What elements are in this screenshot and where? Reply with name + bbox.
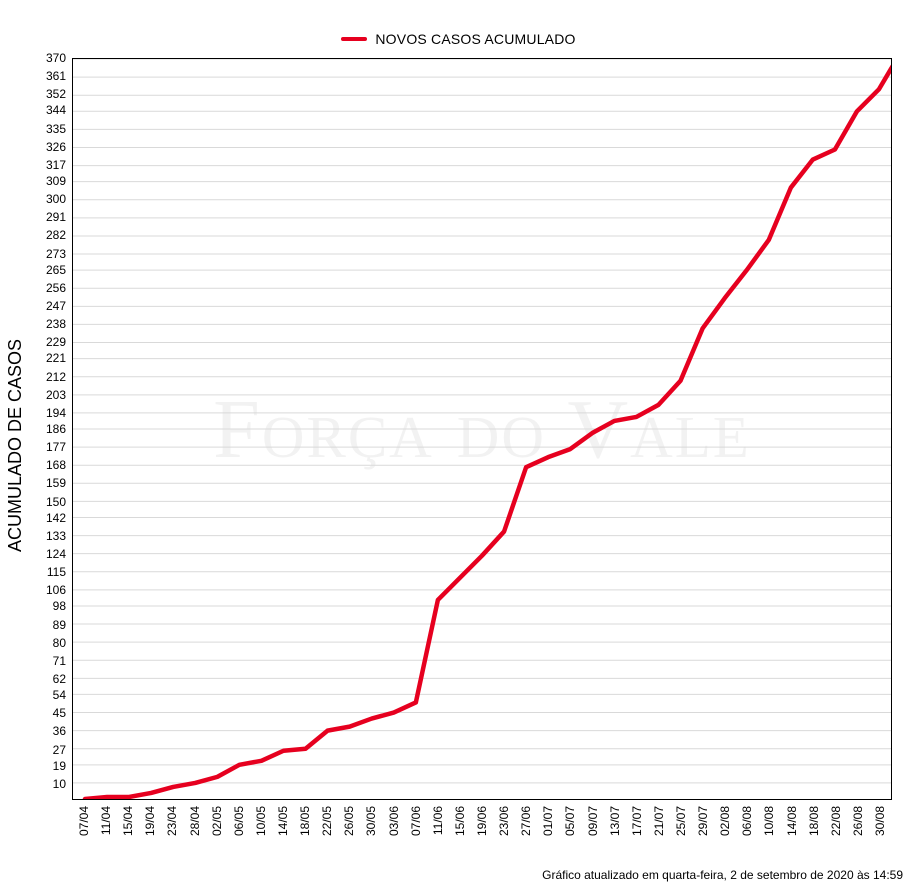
plot-area: Força do Vale — [72, 58, 892, 800]
y-tick-label: 19 — [30, 760, 66, 772]
y-tick-label: 326 — [30, 141, 66, 153]
y-tick-label: 186 — [30, 423, 66, 435]
x-tick-label: 26/08 — [852, 806, 864, 836]
x-tick-label: 07/06 — [410, 806, 422, 836]
x-tick-label: 21/07 — [653, 806, 665, 836]
y-tick-label: 177 — [30, 441, 66, 453]
y-tick-label: 335 — [30, 123, 66, 135]
x-tick-label: 28/04 — [189, 806, 201, 836]
y-tick-label: 150 — [30, 496, 66, 508]
y-tick-label: 344 — [30, 104, 66, 116]
y-tick-label: 142 — [30, 512, 66, 524]
x-tick-label: 10/05 — [255, 806, 267, 836]
y-tick-label: 27 — [30, 744, 66, 756]
x-tick-label: 30/05 — [365, 806, 377, 836]
legend-swatch — [341, 37, 367, 41]
y-tick-label: 62 — [30, 673, 66, 685]
y-tick-label: 194 — [30, 407, 66, 419]
y-tick-label: 71 — [30, 655, 66, 667]
y-tick-label: 317 — [30, 159, 66, 171]
x-tick-label: 06/05 — [233, 806, 245, 836]
y-tick-label: 282 — [30, 229, 66, 241]
y-tick-label: 309 — [30, 175, 66, 187]
y-tick-label: 98 — [30, 600, 66, 612]
y-tick-label: 89 — [30, 619, 66, 631]
x-tick-label: 03/06 — [388, 806, 400, 836]
plot-svg — [73, 59, 891, 799]
y-tick-label: 159 — [30, 477, 66, 489]
legend-item: NOVOS CASOS ACUMULADO — [341, 31, 575, 47]
y-tick-label: 212 — [30, 371, 66, 383]
x-tick-label: 23/06 — [498, 806, 510, 836]
x-tick-label: 19/06 — [476, 806, 488, 836]
chart-container: NOVOS CASOS ACUMULADO ACUMULADO DE CASOS… — [0, 0, 917, 890]
y-axis-labels: 10 19 27 36 45 54 62 71 80 89 98 106 115 124 133 142 150… — [30, 58, 66, 800]
y-tick-label: 291 — [30, 211, 66, 223]
x-tick-label: 01/07 — [542, 806, 554, 836]
x-tick-label: 29/07 — [697, 806, 709, 836]
y-tick-label: 45 — [30, 707, 66, 719]
x-tick-label: 13/07 — [609, 806, 621, 836]
y-tick-label: 370 — [30, 52, 66, 64]
x-tick-label: 02/08 — [719, 806, 731, 836]
y-axis-title: ACUMULADO DE CASOS — [4, 0, 28, 890]
x-tick-label: 14/08 — [786, 806, 798, 836]
y-tick-label: 133 — [30, 530, 66, 542]
x-tick-label: 09/07 — [587, 806, 599, 836]
y-tick-label: 300 — [30, 193, 66, 205]
y-tick-label: 221 — [30, 352, 66, 364]
y-tick-label: 10 — [30, 778, 66, 790]
y-tick-label: 124 — [30, 548, 66, 560]
y-tick-label: 80 — [30, 637, 66, 649]
x-axis-labels: 07/04 11/04 15/04 19/04 23/04 28/04 02/05 06/05… — [72, 806, 892, 866]
x-tick-label: 19/04 — [144, 806, 156, 836]
x-tick-label: 25/07 — [675, 806, 687, 836]
y-tick-label: 115 — [30, 566, 66, 578]
y-axis-title-text: ACUMULADO DE CASOS — [6, 338, 27, 551]
y-tick-label: 229 — [30, 336, 66, 348]
y-tick-label: 265 — [30, 264, 66, 276]
x-tick-label: 30/08 — [874, 806, 886, 836]
y-tick-label: 352 — [30, 88, 66, 100]
x-tick-label: 27/06 — [520, 806, 532, 836]
x-tick-label: 07/04 — [78, 806, 90, 836]
x-tick-label: 06/08 — [741, 806, 753, 836]
x-tick-label: 23/04 — [166, 806, 178, 836]
legend-label: NOVOS CASOS ACUMULADO — [375, 31, 575, 47]
footer-caption: Gráfico atualizado em quarta-feira, 2 de… — [542, 868, 903, 882]
x-tick-label: 11/04 — [100, 806, 112, 835]
y-tick-label: 106 — [30, 584, 66, 596]
x-tick-label: 02/05 — [211, 806, 223, 836]
x-tick-label: 22/05 — [321, 806, 333, 836]
x-tick-label: 15/06 — [454, 806, 466, 836]
x-tick-label: 15/04 — [122, 806, 134, 836]
y-tick-label: 247 — [30, 300, 66, 312]
y-tick-label: 36 — [30, 725, 66, 737]
x-tick-label: 26/05 — [343, 806, 355, 836]
x-tick-label: 22/08 — [830, 806, 842, 836]
y-tick-label: 256 — [30, 282, 66, 294]
y-tick-label: 238 — [30, 318, 66, 330]
x-tick-label: 10/08 — [763, 806, 775, 836]
x-tick-label: 17/07 — [631, 806, 643, 836]
x-tick-label: 18/05 — [299, 806, 311, 836]
x-tick-label: 18/08 — [808, 806, 820, 836]
y-tick-label: 54 — [30, 689, 66, 701]
x-tick-label: 14/05 — [277, 806, 289, 836]
y-tick-label: 168 — [30, 459, 66, 471]
y-tick-label: 361 — [30, 70, 66, 82]
y-tick-label: 273 — [30, 248, 66, 260]
x-tick-label: 11/06 — [432, 806, 444, 835]
x-tick-label: 05/07 — [564, 806, 576, 836]
y-tick-label: 203 — [30, 389, 66, 401]
legend: NOVOS CASOS ACUMULADO — [0, 28, 917, 47]
